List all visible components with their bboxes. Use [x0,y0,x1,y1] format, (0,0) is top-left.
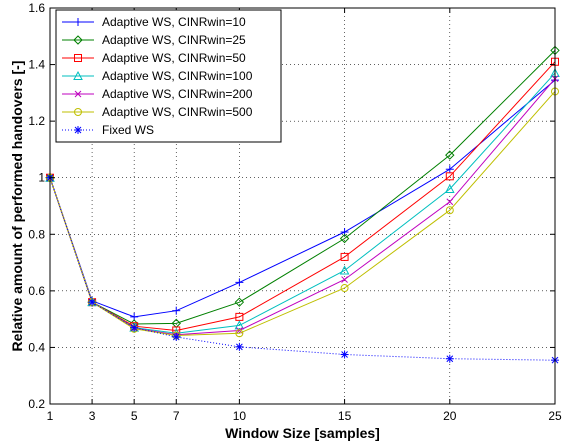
legend-item: Adaptive WS, CINRwin=10 [62,15,246,29]
point-triangle [73,70,83,80]
legend: Adaptive WS, CINRwin=10 Adaptive WS, CINR… [55,9,282,143]
legend-label: Adaptive WS, CINRwin=200 [102,87,253,101]
point-star [130,323,139,332]
legend-label: Adaptive WS, CINRwin=25 [102,33,246,47]
y-tick-label: 1.6 [28,1,45,15]
point-triangle [234,320,245,330]
point-plus [235,278,244,287]
y-tick-label: 0.4 [28,340,45,354]
point-square [340,252,349,261]
legend-item: Adaptive WS, CINRwin=50 [62,51,246,65]
legend-label: Adaptive WS, CINRwin=50 [102,51,246,65]
point-triangle [444,183,455,194]
point-square [74,54,82,62]
point-star [445,354,454,363]
y-tick-label: 0.8 [28,227,45,241]
legend-label: Adaptive WS, CINRwin=100 [102,69,253,83]
point-star [340,350,349,359]
point-x [446,198,454,206]
legend-item: Adaptive WS, CINRwin=25 [62,33,246,47]
plot-frame [49,7,556,405]
legend-label: Adaptive WS, CINRwin=500 [102,105,253,119]
point-star [235,342,244,351]
x-tick-label: 3 [89,409,96,423]
point-square [445,172,454,181]
legend-label: Adaptive WS, CINRwin=10 [102,15,246,29]
y-tick-label: 1 [38,171,45,185]
x-tick-label: 25 [548,409,562,423]
point-circle [74,108,82,116]
series-line [49,91,556,337]
series-line [49,79,556,318]
point-diamond [339,233,350,244]
x-tick-label: 20 [443,409,457,423]
series-line [49,177,556,361]
point-x [341,276,348,283]
x-axis-title: Window Size [samples] [225,425,380,441]
point-circle [235,329,244,338]
y-axis-title: Relative amount of performed handovers [… [9,61,25,352]
y-tick-label: 1.4 [28,58,45,72]
x-tick-label: 15 [338,409,352,423]
x-tick-label: 5 [131,409,138,423]
x-tick-label: 10 [233,409,247,423]
y-tick-label: 0.2 [28,397,45,411]
legend-item: Adaptive WS, CINRwin=200 [62,87,253,101]
point-plus [74,18,82,26]
legend-item: Fixed WS [62,123,154,137]
point-star [172,332,181,341]
point-diamond [234,297,245,307]
point-circle [340,284,349,293]
legend-item: Adaptive WS, CINRwin=500 [62,105,253,119]
point-plus [172,306,181,315]
point-diamond [445,150,455,160]
point-triangle [339,265,350,275]
point-star [88,298,97,307]
y-tick-label: 0.6 [28,284,45,298]
x-tick-label: 1 [47,409,54,423]
series-7 [46,173,559,365]
x-tick-label: 7 [173,409,180,423]
legend-label: Fixed WS [102,123,154,137]
legend-item: Adaptive WS, CINRwin=100 [62,69,253,83]
point-diamond [73,35,83,45]
point-x [74,90,82,98]
point-plus [445,165,454,174]
point-star [74,126,82,134]
y-tick-label: 1.2 [28,114,45,128]
point-circle [445,206,454,215]
